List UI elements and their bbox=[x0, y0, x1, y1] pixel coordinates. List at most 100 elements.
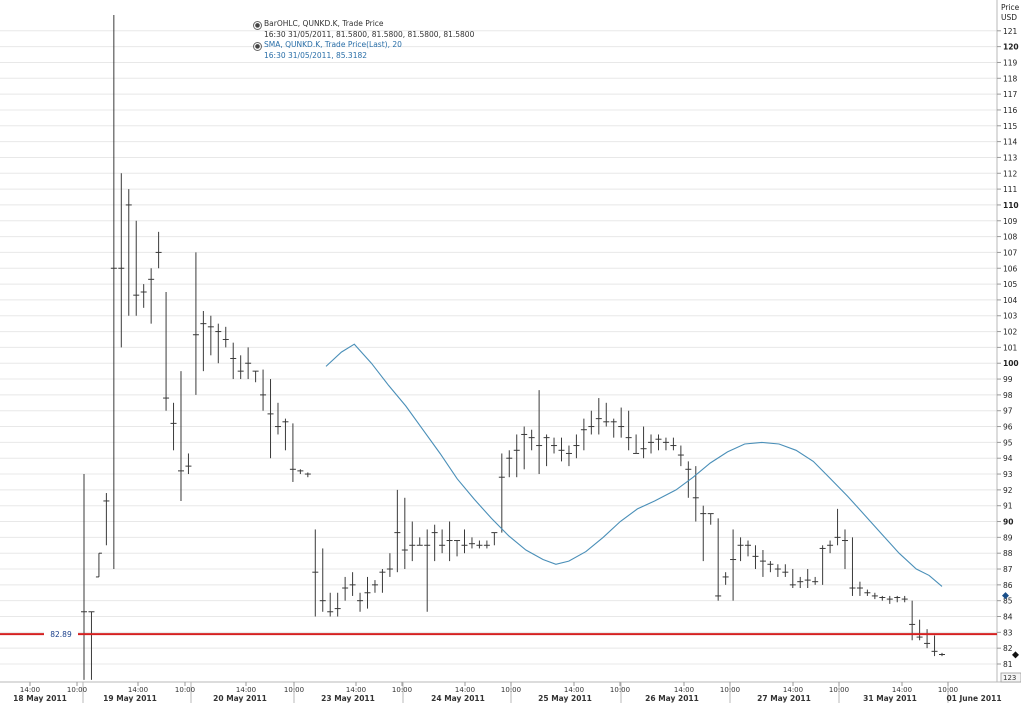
time-tick-label: 14:00 bbox=[674, 686, 694, 694]
price-tick-label: 118 bbox=[1003, 74, 1018, 83]
ohlc-bar bbox=[207, 315, 214, 356]
date-label: 19 May 2011 bbox=[103, 694, 157, 703]
ohlc-bar bbox=[565, 445, 572, 467]
chart-legend: ● BarOHLC, QUNKD.K, Trade Price 16:30 31/… bbox=[253, 19, 474, 61]
ohlc-bar bbox=[177, 371, 184, 501]
ohlc-bar bbox=[677, 445, 684, 467]
ohlc-bar bbox=[81, 474, 87, 680]
ohlc-bar bbox=[856, 581, 863, 596]
price-tick-label: 110 bbox=[1003, 201, 1019, 210]
ohlc-bar bbox=[864, 589, 871, 596]
ohlc-bar bbox=[588, 410, 595, 435]
ohlc-bar bbox=[513, 434, 520, 478]
ohlc-bar bbox=[454, 540, 461, 557]
price-tick-label: 97 bbox=[1003, 407, 1013, 416]
ohlc-bar bbox=[886, 595, 893, 604]
ohlc-bar bbox=[424, 529, 431, 612]
ohlc-bar bbox=[804, 569, 811, 589]
ohlc-bar bbox=[633, 434, 640, 454]
ohlc-bar bbox=[707, 513, 714, 525]
ohlc-bar bbox=[916, 619, 923, 641]
ohlc-bar bbox=[312, 529, 319, 617]
price-tick-label: 116 bbox=[1003, 106, 1018, 115]
time-tick-label: 14:00 bbox=[346, 686, 366, 694]
ohlc-bar bbox=[110, 14, 117, 570]
legend-bar-row[interactable]: ● BarOHLC, QUNKD.K, Trade Price bbox=[253, 19, 474, 30]
ohlc-bar bbox=[610, 418, 617, 438]
ohlc-bar bbox=[170, 402, 177, 451]
time-tick-label: 10:00 bbox=[720, 686, 740, 694]
ohlc-bar bbox=[334, 592, 341, 617]
ohlc-bar bbox=[394, 489, 401, 573]
ohlc-bar bbox=[797, 576, 804, 589]
price-tick-label: 93 bbox=[1003, 470, 1013, 479]
ohlc-bar bbox=[237, 355, 244, 380]
ohlc-bar bbox=[722, 572, 729, 585]
ohlc-bar bbox=[730, 529, 737, 601]
legend-sma-row[interactable]: ● SMA, QUNKD.K, Trade Price(Last), 20 bbox=[253, 40, 474, 51]
time-tick-label: 10:00 bbox=[829, 686, 849, 694]
price-tick-label: 111 bbox=[1003, 185, 1018, 194]
ohlc-bar bbox=[655, 434, 662, 451]
price-tick-label: 114 bbox=[1003, 138, 1018, 147]
legend-bar-values: 16:30 31/05/2011, 81.5800, 81.5800, 81.5… bbox=[264, 30, 475, 39]
ohlc-bar bbox=[715, 518, 722, 601]
ohlc-bar bbox=[924, 629, 931, 649]
ohlc-bar bbox=[558, 437, 565, 462]
last-price-marker bbox=[1012, 651, 1019, 659]
ohlc-bar bbox=[528, 429, 535, 451]
time-tick-label: 10:00 bbox=[610, 686, 630, 694]
ohlc-bar bbox=[379, 569, 386, 593]
time-tick-label: 14:00 bbox=[783, 686, 803, 694]
ohlc-bar bbox=[200, 310, 207, 372]
time-tick-label: 10:00 bbox=[938, 686, 958, 694]
ohlc-bar bbox=[901, 595, 908, 603]
ohlc-bar bbox=[245, 347, 252, 380]
legend-bar-title: BarOHLC, QUNKD.K, Trade Price bbox=[264, 19, 384, 28]
ohlc-bar bbox=[125, 189, 132, 316]
ohlc-bar bbox=[700, 505, 707, 562]
ohlc-series bbox=[81, 14, 945, 680]
circle-toggle-icon[interactable]: ● bbox=[253, 21, 262, 30]
time-tick-label: 14:00 bbox=[455, 686, 475, 694]
legend-sma-values: 16:30 31/05/2011, 85.3182 bbox=[264, 51, 368, 60]
time-tick-label: 14:00 bbox=[236, 686, 256, 694]
ohlc-bar bbox=[640, 426, 647, 459]
ohlc-bar bbox=[192, 252, 199, 395]
ohlc-bar bbox=[297, 469, 304, 475]
scroll-tag-label: 123 bbox=[1003, 674, 1016, 682]
ohlc-bar bbox=[163, 291, 170, 411]
ohlc-bar bbox=[573, 434, 580, 459]
scroll-tag[interactable] bbox=[1000, 672, 1021, 683]
price-tick-label: 85 bbox=[1003, 597, 1013, 606]
legend-sma-title: SMA, QUNKD.K, Trade Price(Last), 20 bbox=[264, 40, 402, 49]
price-tick-label: 99 bbox=[1003, 375, 1013, 384]
ohlc-bar bbox=[185, 453, 192, 475]
ohlc-bar bbox=[543, 434, 550, 467]
circle-toggle-icon[interactable]: ● bbox=[253, 42, 262, 51]
date-label: 18 May 2011 bbox=[13, 694, 67, 703]
ohlc-bar bbox=[737, 537, 744, 562]
ohlc-bar bbox=[931, 635, 938, 657]
ohlc-bar bbox=[155, 231, 162, 269]
price-tick-label: 84 bbox=[1003, 613, 1013, 622]
ohlc-bar bbox=[416, 537, 423, 546]
time-tick-label: 10:00 bbox=[284, 686, 304, 694]
ohlc-bar bbox=[506, 450, 513, 478]
time-tick-label: 10:00 bbox=[501, 686, 521, 694]
ohlc-bar bbox=[759, 550, 766, 577]
price-tick-label: 88 bbox=[1003, 549, 1013, 558]
ohlc-bar bbox=[252, 370, 259, 383]
price-tick-label: 95 bbox=[1003, 438, 1013, 447]
sma-line bbox=[325, 343, 943, 587]
ohlc-bar bbox=[274, 402, 281, 435]
hline-label: 82.89 bbox=[50, 630, 72, 639]
ohlc-bar bbox=[327, 592, 334, 617]
price-axis-title: Price bbox=[1001, 3, 1020, 12]
ohlc-bar bbox=[595, 398, 602, 435]
ohlc-bar bbox=[551, 437, 558, 454]
price-tick-label: 104 bbox=[1003, 296, 1018, 305]
date-label: 20 May 2011 bbox=[213, 694, 267, 703]
ohlc-bar bbox=[745, 540, 752, 557]
